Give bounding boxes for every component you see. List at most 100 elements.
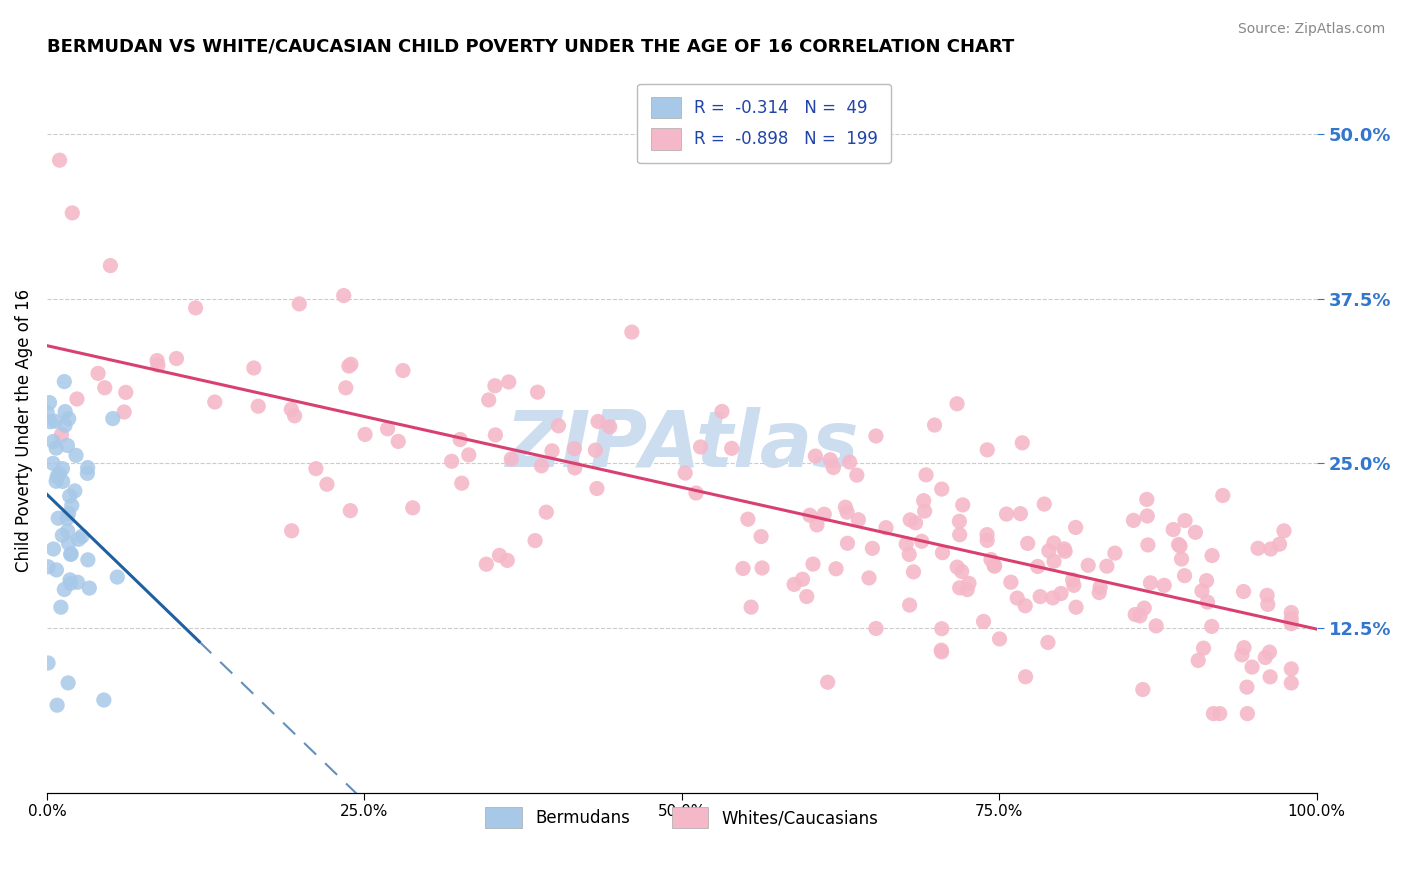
Point [1095,559,1118,574]
Point [976,533,998,548]
Point [100,259,122,273]
Point [184,301,207,315]
Point [56,438,79,452]
Point [440,454,463,468]
Point [1063,578,1085,592]
Point [354,427,377,442]
Point [316,477,339,491]
Point [1232,584,1254,599]
Point [58,411,80,425]
Point [929,643,952,657]
Point [475,558,498,572]
Point [1209,706,1232,721]
Point [1042,591,1064,605]
Point [1236,680,1258,694]
Point [731,561,754,575]
Point [586,415,609,429]
Point [1014,599,1036,613]
Point [783,577,806,591]
Point [1201,549,1223,563]
Point [1017,536,1039,550]
Point [924,418,946,433]
Point [48,153,70,168]
Point [820,452,842,467]
Point [599,419,621,434]
Point [1260,541,1282,556]
Point [1129,608,1152,623]
Point [823,460,845,475]
Point [720,442,742,456]
Point [1279,606,1302,620]
Point [740,600,762,615]
Point [1050,586,1073,600]
Point [689,440,711,454]
Point [44,414,66,428]
Point [53,375,76,389]
Point [66,392,89,406]
Point [914,504,936,518]
Point [749,530,772,544]
Point [56,524,79,538]
Point [58,507,80,521]
Point [42,541,65,556]
Point [547,418,569,433]
Point [484,428,506,442]
Point [980,552,1002,566]
Point [792,572,814,586]
Point [63,483,86,498]
Point [402,500,425,515]
Point [860,541,883,556]
Point [77,553,100,567]
Point [838,455,860,469]
Point [53,418,76,433]
Point [332,288,354,302]
Point [1088,580,1111,594]
Point [898,598,921,612]
Point [60,206,83,220]
Point [948,514,970,528]
Point [37,406,59,420]
Point [105,570,128,584]
Point [498,375,520,389]
Point [166,351,188,366]
Point [973,615,995,629]
Point [280,402,302,417]
Text: BERMUDAN VS WHITE/CAUCASIAN CHILD POVERTY UNDER THE AGE OF 16 CORRELATION CHART: BERMUDAN VS WHITE/CAUCASIAN CHILD POVERT… [46,37,1014,55]
Point [1038,544,1060,558]
Point [988,632,1011,646]
Point [817,675,839,690]
Point [488,549,510,563]
Point [813,507,835,521]
Point [865,622,887,636]
Point [1161,523,1184,537]
Point [114,385,136,400]
Point [898,513,921,527]
Point [541,443,564,458]
Point [1279,676,1302,690]
Point [70,529,93,543]
Point [1258,645,1281,659]
Point [931,482,953,496]
Point [1026,559,1049,574]
Point [1258,670,1281,684]
Point [1036,635,1059,649]
Point [898,548,921,562]
Point [339,503,361,517]
Point [1256,588,1278,602]
Point [976,527,998,541]
Point [204,395,226,409]
Point [56,676,79,690]
Point [42,456,65,470]
Point [957,576,980,591]
Point [1043,554,1066,568]
Point [1133,601,1156,615]
Point [526,385,548,400]
Point [1241,660,1264,674]
Point [56,511,79,525]
Point [79,581,101,595]
Point [946,397,969,411]
Point [53,404,76,418]
Point [835,505,858,519]
Point [112,405,135,419]
Point [583,443,606,458]
